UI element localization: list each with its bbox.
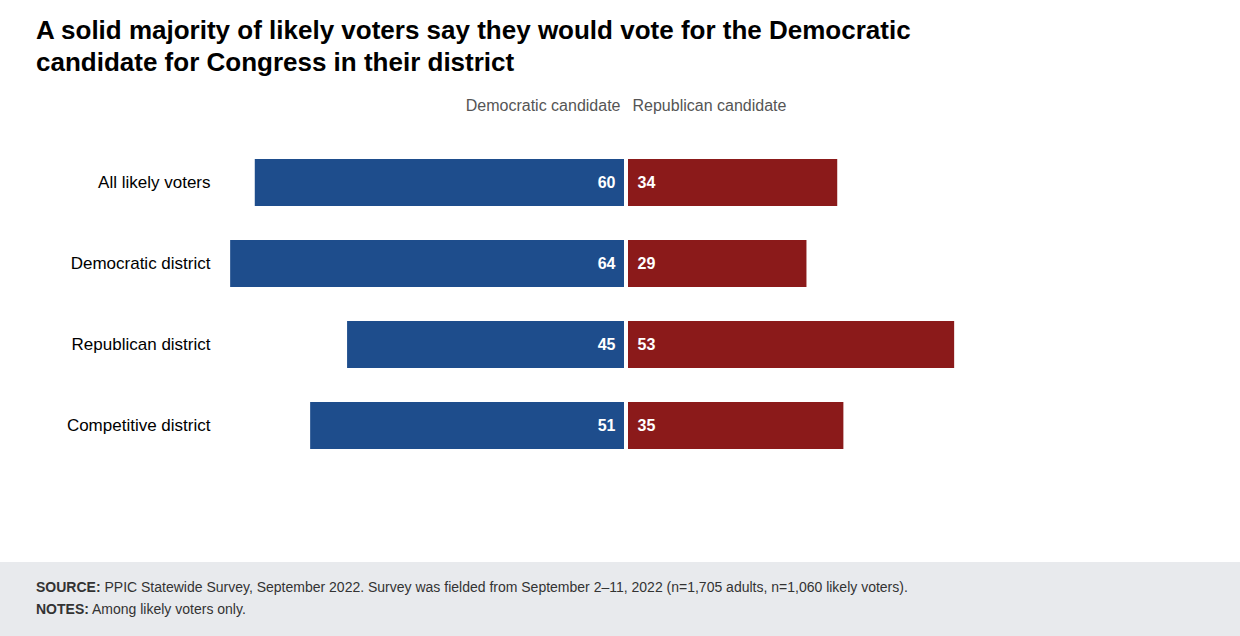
svg-text:Democratic district: Democratic district	[71, 254, 211, 273]
svg-text:60: 60	[598, 174, 616, 191]
svg-text:35: 35	[638, 417, 656, 434]
svg-text:Competitive district: Competitive district	[67, 416, 211, 435]
html-text:A solid majority of likely vot: A solid majority of likely voters say th…	[36, 15, 911, 77]
svg-text:All likely voters: All likely voters	[98, 173, 210, 192]
html-text:SOURCE: PPIC Statewide Survey,: SOURCE: PPIC Statewide Survey, September…	[36, 579, 908, 595]
svg-text:Republican district: Republican district	[72, 335, 211, 354]
svg-text:Democratic candidate: Democratic candidate	[466, 97, 621, 114]
svg-text:64: 64	[598, 255, 616, 272]
svg-text:53: 53	[638, 336, 656, 353]
svg-text:34: 34	[638, 174, 656, 191]
svg-text:45: 45	[598, 336, 616, 353]
svg-text:Republican candidate: Republican candidate	[633, 97, 787, 114]
html-text:NOTES: Among likely voters onl: NOTES: Among likely voters only.	[36, 601, 246, 617]
svg-text:29: 29	[638, 255, 656, 272]
svg-text:51: 51	[598, 417, 616, 434]
